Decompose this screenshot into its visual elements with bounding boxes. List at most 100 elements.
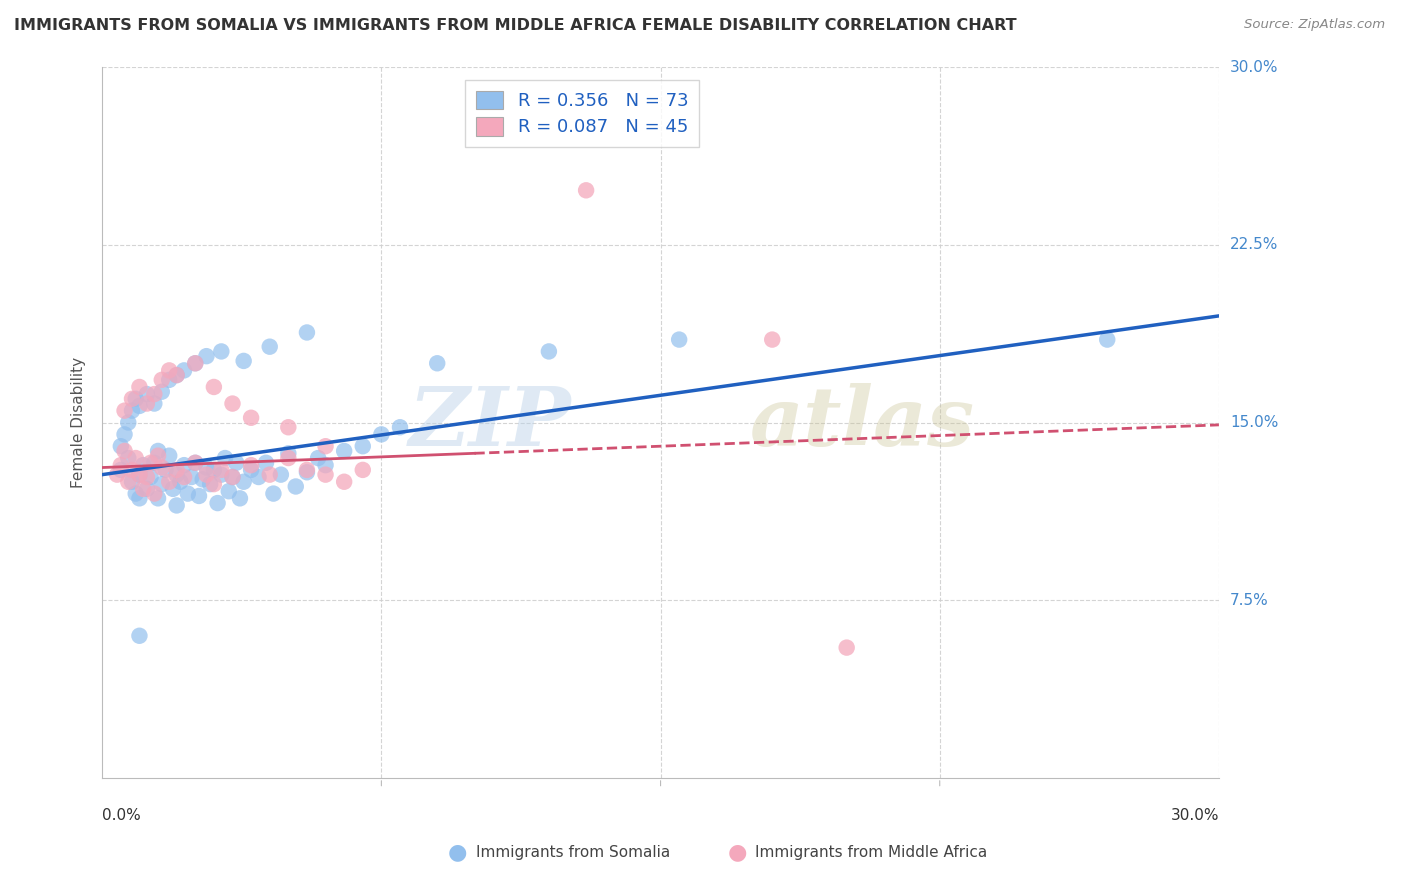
Point <box>125 451 148 466</box>
Point <box>259 340 281 354</box>
Point <box>295 465 318 479</box>
Point <box>240 463 263 477</box>
Point <box>295 326 318 340</box>
Point <box>307 451 329 466</box>
Point <box>143 486 166 500</box>
Point <box>284 479 307 493</box>
Text: Immigrants from Middle Africa: Immigrants from Middle Africa <box>755 845 987 860</box>
Point <box>150 384 173 399</box>
Point <box>128 467 150 482</box>
Point <box>173 458 195 472</box>
Point <box>184 456 207 470</box>
Point <box>128 399 150 413</box>
Point <box>117 416 139 430</box>
Point <box>125 392 148 406</box>
Point <box>209 344 232 359</box>
Point <box>221 470 243 484</box>
Point <box>135 396 157 410</box>
Point <box>209 463 232 477</box>
Point <box>139 470 162 484</box>
Point <box>132 458 155 472</box>
Point <box>135 387 157 401</box>
Point <box>202 477 225 491</box>
Text: 15.0%: 15.0% <box>1230 415 1278 430</box>
Point <box>259 467 281 482</box>
Point <box>240 410 263 425</box>
Text: 30.0%: 30.0% <box>1170 808 1219 823</box>
Point <box>110 439 132 453</box>
Text: 7.5%: 7.5% <box>1230 592 1268 607</box>
Point <box>426 356 449 370</box>
Point <box>146 449 169 463</box>
Point <box>315 439 337 453</box>
Point <box>128 467 150 482</box>
Point <box>262 486 284 500</box>
Point <box>105 467 128 482</box>
Point <box>333 475 356 489</box>
Point <box>135 470 157 484</box>
Point <box>668 333 690 347</box>
Point <box>202 380 225 394</box>
Point <box>232 475 254 489</box>
Text: atlas: atlas <box>749 383 974 463</box>
Point <box>315 467 337 482</box>
Point <box>169 475 191 489</box>
Point <box>214 451 236 466</box>
Point <box>143 456 166 470</box>
Point <box>352 439 374 453</box>
Point <box>121 403 143 417</box>
Text: IMMIGRANTS FROM SOMALIA VS IMMIGRANTS FROM MIDDLE AFRICA FEMALE DISABILITY CORRE: IMMIGRANTS FROM SOMALIA VS IMMIGRANTS FR… <box>14 18 1017 33</box>
Point <box>132 482 155 496</box>
Point <box>173 470 195 484</box>
Text: ZIP: ZIP <box>409 383 571 463</box>
Point <box>180 470 202 484</box>
Point <box>128 491 150 506</box>
Legend: R = 0.356   N = 73, R = 0.087   N = 45: R = 0.356 N = 73, R = 0.087 N = 45 <box>465 79 699 147</box>
Point <box>166 499 188 513</box>
Point <box>209 467 232 482</box>
Point <box>277 451 299 466</box>
Point <box>150 477 173 491</box>
Point <box>225 456 247 470</box>
Point <box>352 463 374 477</box>
Point <box>121 475 143 489</box>
Point <box>277 420 299 434</box>
Point <box>295 463 318 477</box>
Point <box>173 363 195 377</box>
Point <box>166 368 188 383</box>
Point <box>117 475 139 489</box>
Point <box>191 472 214 486</box>
Text: Immigrants from Somalia: Immigrants from Somalia <box>477 845 671 860</box>
Point <box>240 458 263 472</box>
Text: 0.0%: 0.0% <box>103 808 141 823</box>
Point <box>143 387 166 401</box>
Point <box>121 392 143 406</box>
Point <box>184 456 207 470</box>
Point <box>218 484 240 499</box>
Y-axis label: Female Disability: Female Disability <box>72 357 86 488</box>
Point <box>761 333 783 347</box>
Point <box>166 368 188 383</box>
Point <box>128 380 150 394</box>
Point <box>146 491 169 506</box>
Point <box>143 396 166 410</box>
Point <box>114 403 136 417</box>
Text: Source: ZipAtlas.com: Source: ZipAtlas.com <box>1244 18 1385 31</box>
Point <box>188 489 211 503</box>
Point <box>254 456 277 470</box>
Point <box>121 463 143 477</box>
Point <box>114 444 136 458</box>
Point <box>198 477 221 491</box>
Point <box>575 183 598 197</box>
Point <box>835 640 858 655</box>
Point <box>315 458 337 472</box>
Point <box>146 444 169 458</box>
Point <box>166 463 188 477</box>
Point <box>157 363 180 377</box>
Point <box>247 470 270 484</box>
Point <box>128 629 150 643</box>
Text: 22.5%: 22.5% <box>1230 237 1278 252</box>
Point <box>195 460 218 475</box>
Point <box>202 463 225 477</box>
Point <box>150 460 173 475</box>
